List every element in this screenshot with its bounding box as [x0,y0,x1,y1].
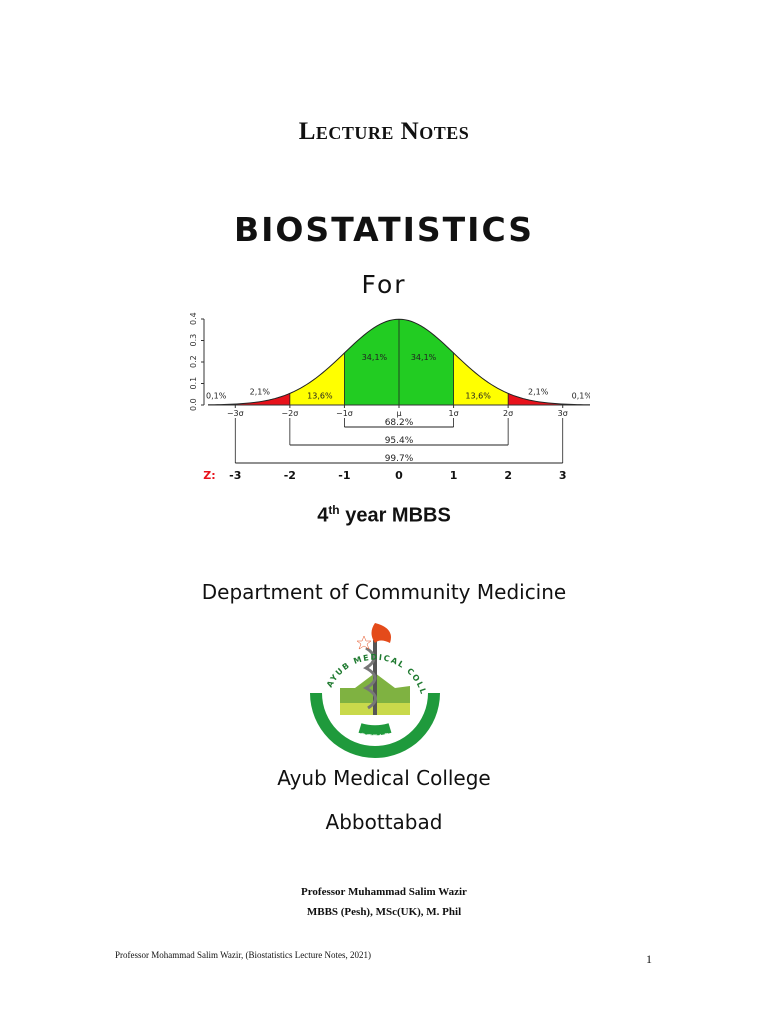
logo-snake [362,646,377,710]
z-value: 0 [395,469,403,482]
logo-banner [358,723,392,736]
z-value: -1 [338,469,350,482]
z-value: -2 [284,469,296,482]
city-name: Abbottabad [325,810,443,834]
z-value: 3 [559,469,567,482]
x-tick-label: 2σ [503,409,513,418]
college-logo: AYUB MEDICAL COLLEGE ABBOTTABAD [300,618,440,758]
logo-crescent [310,693,440,758]
z-value: 2 [504,469,512,482]
author-name: Professor Muhammad Salim Wazir [301,886,467,898]
year-rest: year MBBS [339,504,451,527]
y-tick-label: 0.2 [189,355,198,368]
for-label: For [361,270,407,299]
college-name: Ayub Medical College [277,766,491,790]
flame-icon [371,623,391,643]
x-tick-label: 1σ [448,409,458,418]
region-labels: 0,1% 2,1% 13,6% 34,1% 34,1% 13,6% 2,1% 0,1% [206,353,590,401]
z-score-row: Z: -3 -2 -1 0 1 2 3 [203,469,566,482]
range-brackets: 68.2% 95.4% 99.7% [234,418,564,464]
region-label: 0,1% [206,392,227,401]
star-icon [356,635,372,650]
region-label: 2,1% [528,387,549,396]
region-label: 0,1% [572,392,590,401]
range-label: 68.2% [385,418,414,428]
curve-regions [207,318,590,406]
region-label: 13,6% [307,392,333,401]
y-tick-label: 0.3 [189,334,198,347]
x-tick-label: μ [396,409,401,418]
y-axis: 0.0 0.1 0.2 0.3 0.4 [189,312,205,411]
y-tick-label: 0.1 [189,377,198,390]
curve-region [235,393,290,405]
footer-text: Professor Mohammad Salim Wazir, (Biostat… [115,950,371,960]
subtitle-lecture-notes: Lecture Notes [298,118,470,145]
curve-region [508,393,563,405]
course-year: 4th year MBBS [0,503,768,528]
curve-region [344,319,399,405]
author-qualifications: MBBS (Pesh), MSc(UK), M. Phil [306,906,462,918]
x-tick-label: −2σ [281,409,298,418]
region-label: 13,6% [465,392,491,401]
z-value: -3 [229,469,241,482]
region-label: 34,1% [411,353,437,362]
department-name: Department of Community Medicine [201,580,567,604]
x-axis: −3σ −2σ −1σ μ 1σ 2σ 3σ [208,404,590,418]
z-label: Z: [203,469,215,482]
range-label: 95.4% [385,436,414,446]
curve-region [399,319,454,405]
document-title: BIOSTATISTICS [233,210,535,249]
page-number: 1 [646,952,652,966]
normal-distribution-chart: 0.0 0.1 0.2 0.3 0.4 −3σ −2σ −1σ μ 1σ 2σ 3σ 0,1% 2,1… [189,312,590,482]
region-label: 34,1% [362,353,388,362]
z-value: 1 [450,469,458,482]
year-number: 4 [317,504,329,527]
range-label: 99.7% [385,454,414,464]
y-tick-label: 0.0 [189,398,198,411]
year-suffix: th [328,503,340,517]
x-tick-label: −3σ [227,409,244,418]
x-tick-label: 3σ [558,409,568,418]
y-tick-label: 0.4 [189,312,198,325]
region-label: 2,1% [250,387,271,396]
x-tick-label: −1σ [336,409,353,418]
